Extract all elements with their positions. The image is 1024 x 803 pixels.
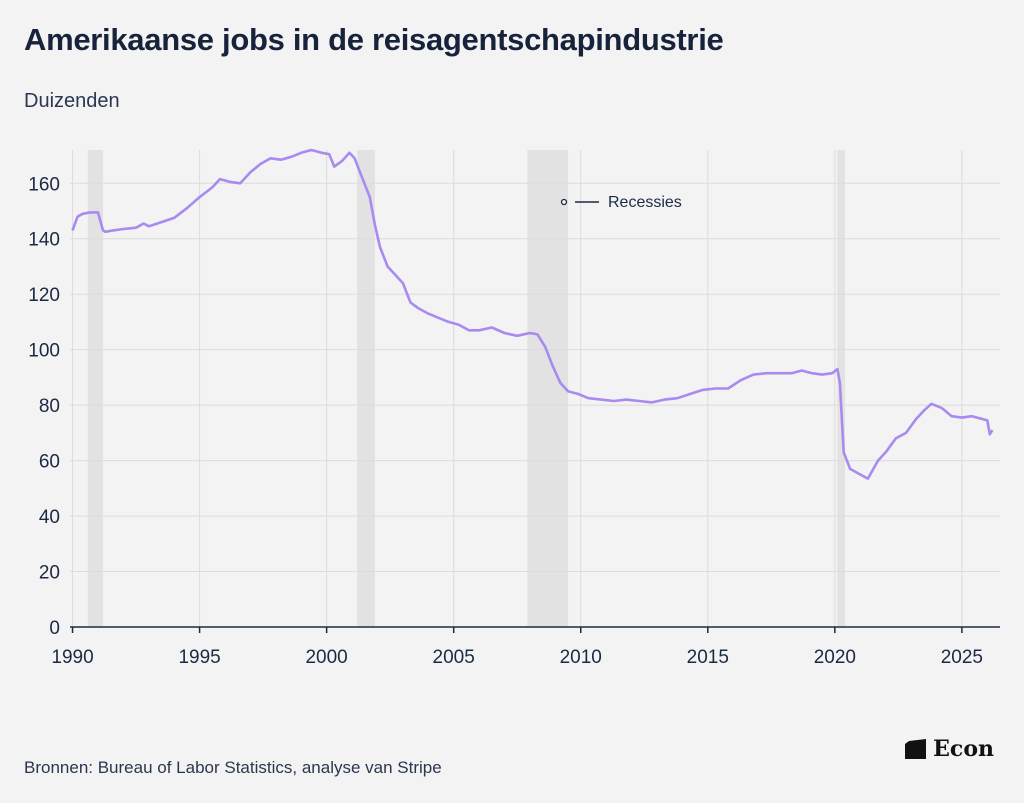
recession-band-2 [527,150,569,627]
chart-title: Amerikaanse jobs in de reisagentschapind… [24,22,724,57]
y-tick-label-60: 60 [39,452,60,473]
recession-bands [87,150,845,627]
y-tick-label-140: 140 [28,230,60,251]
legend: Recessies [560,194,682,211]
series-line [71,148,994,480]
source-note: Bronnen: Bureau of Labor Statistics, ana… [24,758,442,777]
x-tick-label-2015: 2015 [687,647,729,668]
y-axis-ticks: 0 20 40 60 80 100 120 140 160 [28,174,60,639]
x-tick-label-1995: 1995 [178,647,220,668]
y-tick-label-100: 100 [28,341,60,362]
brand-logo: Econ [905,736,994,762]
y-tick-label-80: 80 [39,396,60,417]
x-tick-label-2005: 2005 [433,647,475,668]
x-axis-ticks: 1990 1995 2000 2005 2010 2015 2020 2025 [51,627,983,668]
chart-subtitle: Duizenden [24,90,120,112]
x-tick-label-2020: 2020 [814,647,856,668]
x-tick-label-2025: 2025 [941,647,983,668]
y-tick-label-120: 120 [28,285,60,306]
legend-label: Recessies [608,194,682,211]
x-tick-label-1990: 1990 [51,647,93,668]
y-tick-label-0: 0 [49,618,60,639]
y-tick-label-40: 40 [39,507,60,528]
logo-text: Econ [933,736,994,762]
logo-mark-icon [905,739,927,759]
y-tick-label-20: 20 [39,563,60,584]
recession-band-1 [357,150,375,627]
grid-lines [70,150,1000,627]
y-tick-label-160: 160 [28,174,60,195]
legend-marker [560,198,568,206]
x-tick-label-2010: 2010 [560,647,602,668]
recession-band-0 [87,150,104,627]
x-tick-label-2000: 2000 [305,647,347,668]
